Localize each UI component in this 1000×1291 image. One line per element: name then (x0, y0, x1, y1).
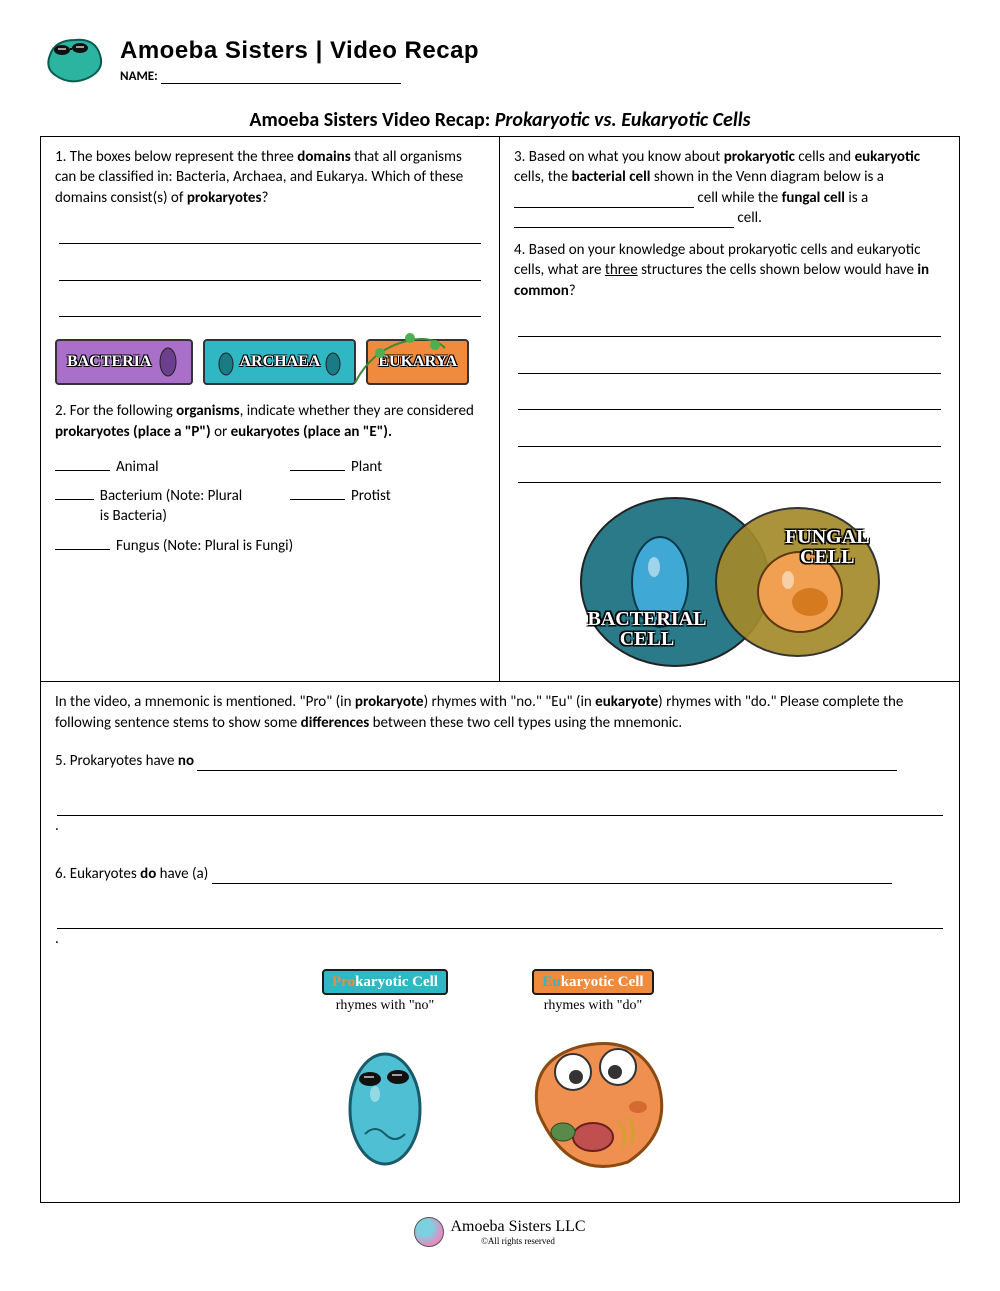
venn-diagram: BACTERIALCELL FUNGALCELL (550, 497, 910, 667)
footer-brand: Amoeba Sisters LLC (450, 1218, 585, 1236)
q6-text: 6. Eukaryotes do have (a) (55, 864, 945, 884)
domain-archaea: ARCHAEA (203, 339, 356, 385)
amoeba-logo-icon (40, 30, 110, 90)
page-footer: Amoeba Sisters LLC ©All rights reserved (40, 1217, 960, 1252)
answer-blank[interactable] (59, 264, 481, 281)
q4-text: 4. Based on your knowledge about prokary… (514, 240, 945, 301)
q2-text: 2. For the following organisms, indicate… (55, 401, 485, 442)
mnemonic-intro: In the video, a mnemonic is mentioned. "… (55, 692, 945, 733)
answer-blank[interactable] (518, 430, 941, 447)
mnemonic-cell: In the video, a mnemonic is mentioned. "… (41, 682, 959, 1202)
prokaryote-icon (330, 1034, 440, 1174)
q3-q4-cell: 3. Based on what you know about prokaryo… (500, 137, 959, 681)
prokaryote-figure: Prokaryotic Cell rhymes with "no" (322, 969, 448, 1180)
name-label: NAME: (120, 69, 158, 84)
answer-blank[interactable] (57, 799, 943, 816)
venn-right-label: FUNGALCELL (785, 527, 869, 567)
q3-text: 3. Based on what you know about prokaryo… (514, 147, 945, 228)
answer-blank[interactable] (59, 228, 481, 245)
domain-eukarya: EUKARYA (366, 339, 469, 385)
worksheet-title: Amoeba Sisters Video Recap: Prokaryotic … (40, 108, 960, 134)
q1-q2-cell: 1. The boxes below represent the three d… (41, 137, 500, 681)
answer-blank[interactable] (518, 321, 941, 338)
answer-blank[interactable] (518, 357, 941, 374)
answer-blank[interactable] (59, 301, 481, 318)
worksheet: 1. The boxes below represent the three d… (40, 136, 960, 1203)
footer-logo-icon (414, 1217, 444, 1247)
answer-blank[interactable] (57, 912, 943, 929)
name-blank[interactable] (161, 83, 401, 84)
organism-list: Animal Plant Bacterium (Note: Plural is … (55, 456, 485, 556)
answer-blank[interactable] (518, 394, 941, 411)
q1-text: 1. The boxes below represent the three d… (55, 147, 485, 208)
venn-left-label: BACTERIALCELL (588, 609, 707, 649)
q5-text: 5. Prokaryotes have no (55, 751, 945, 771)
eukaryote-figure: Eukaryotic Cell rhymes with "do" (508, 969, 678, 1188)
domain-boxes: BACTERIA ARCHAEA EUKARYA (55, 339, 485, 385)
brand-title: Amoeba Sisters | Video Recap (120, 37, 479, 65)
footer-rights: ©All rights reserved (450, 1236, 585, 1246)
domain-bacteria: BACTERIA (55, 339, 193, 385)
answer-blank[interactable] (518, 467, 941, 484)
eukaryote-icon (508, 1022, 678, 1182)
mnemonic-figures: Prokaryotic Cell rhymes with "no" (55, 969, 945, 1188)
name-field: NAME: (120, 69, 479, 84)
page-header: Amoeba Sisters | Video Recap NAME: (40, 30, 960, 90)
